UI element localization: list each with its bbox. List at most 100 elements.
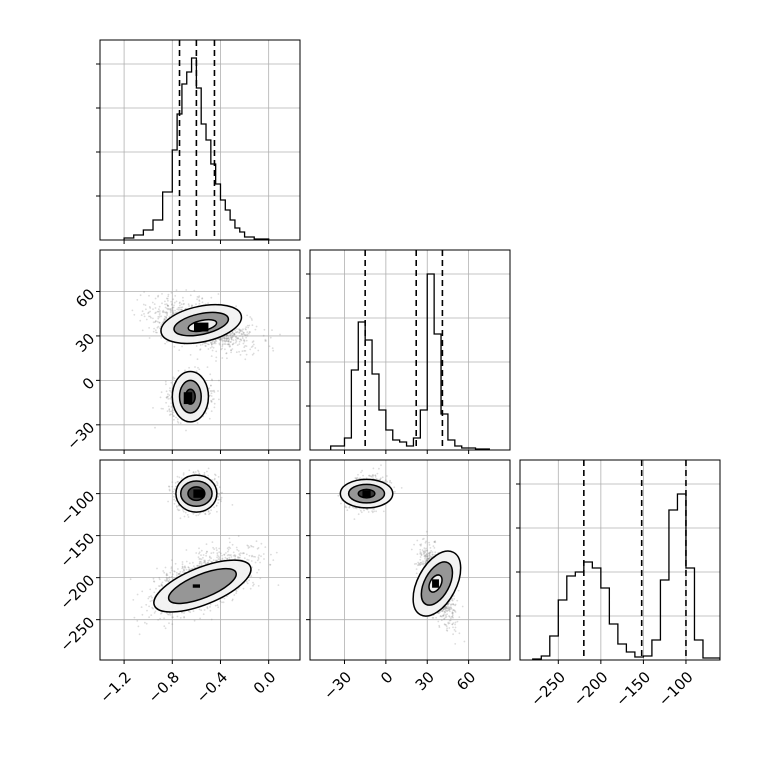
- scatter-0-1-point: [163, 311, 166, 314]
- scatter-0-2-point: [263, 558, 265, 560]
- scatter-0-2-point: [174, 562, 177, 565]
- scatter-0-2-point: [219, 600, 222, 603]
- scatter-0-1-point: [180, 306, 183, 309]
- scatter-0-1-point: [220, 348, 223, 351]
- scatter-0-1-point: [218, 343, 221, 346]
- scatter-0-1-point: [225, 352, 228, 354]
- scatter-0-1-point: [223, 337, 226, 340]
- scatter-0-1-point: [230, 349, 232, 351]
- scatter-0-2-point: [133, 616, 136, 619]
- scatter-0-1-point: [240, 332, 243, 335]
- scatter-0-1-point: [152, 321, 155, 324]
- scatter-0-1-point: [211, 346, 213, 348]
- hist-1-frame: [309, 249, 511, 451]
- scatter-0-1-point: [210, 399, 212, 402]
- scatter-0-1-point: [249, 348, 252, 351]
- scatter-0-2-point: [226, 557, 229, 560]
- scatter-0-2-point: [165, 579, 168, 581]
- scatter-0-1-point: [244, 334, 247, 337]
- scatter-0-1-point: [213, 342, 215, 345]
- scatter-0-1-point: [251, 345, 254, 347]
- scatter-0-1-point: [228, 345, 231, 348]
- scatter-0-2-point: [242, 552, 245, 554]
- hist-0-bar-15: [220, 200, 225, 240]
- scatter-0-2-point: [207, 510, 210, 512]
- scatter-0-2-point: [180, 477, 183, 480]
- scatter-0-1-point: [184, 369, 186, 372]
- scatter-0-2-point: [199, 560, 202, 563]
- scatter-0-2-point: [214, 474, 217, 477]
- scatter-0-2-point: [160, 584, 163, 587]
- scatter-0-2-point: [169, 571, 172, 574]
- scatter-0-1-point: [171, 413, 174, 416]
- scatter-0-2-point: [168, 488, 171, 491]
- scatter-0-1-point: [271, 329, 273, 331]
- scatter-0-1-point: [172, 312, 175, 315]
- scatter-0-2-point: [157, 585, 160, 587]
- scatter-0-2-point: [219, 492, 222, 495]
- scatter-0-2-point: [181, 563, 184, 566]
- scatter-0-1-point: [235, 328, 238, 330]
- scatter-0-2-point: [206, 607, 209, 610]
- scatter-0-2-point: [248, 579, 250, 582]
- scatter-0-1-point: [147, 311, 150, 314]
- scatter-0-1-point: [170, 291, 173, 294]
- scatter-0-2-point: [164, 627, 167, 630]
- hist-2-bar-19: [694, 640, 703, 660]
- scatter-0-1-point: [268, 345, 271, 348]
- scatter-0-2-point: [257, 556, 260, 559]
- scatter-0-1-point: [221, 347, 224, 350]
- scatter-0-2-point: [166, 577, 168, 580]
- scatter-0-1-point: [237, 337, 240, 340]
- scatter-0-1-point: [272, 349, 275, 352]
- scatter-0-2-point: [213, 478, 216, 481]
- scatter-0-1-point: [229, 341, 232, 343]
- scatter-0-2-point: [179, 571, 182, 573]
- scatter-0-1-point: [165, 390, 168, 393]
- scatter-0-1-point: [245, 328, 247, 331]
- scatter-0-1-point: [170, 389, 173, 392]
- scatter-0-1-point: [165, 317, 168, 319]
- scatter-0-2-point: [204, 562, 207, 565]
- hist-1-bar-7: [386, 430, 393, 450]
- scatter-0-2-point: [215, 547, 218, 549]
- scatter-0-1-point: [198, 368, 201, 371]
- scatter-0-1-point: [214, 341, 217, 343]
- scatter-0-1-point: [235, 331, 238, 334]
- scatter-0-1-point: [223, 336, 226, 339]
- scatter-0-1-point: [238, 328, 241, 330]
- scatter-0-2-point: [129, 578, 132, 581]
- scatter-0-1-point: [147, 312, 150, 315]
- scatter-0-1-point: [165, 316, 168, 319]
- scatter-0-2-point: [183, 612, 185, 614]
- scatter-0-2-point: [164, 566, 167, 569]
- scatter-0-2-point: [168, 489, 171, 492]
- scatter-0-1-point: [177, 306, 180, 309]
- scatter-0-2-point: [174, 485, 177, 488]
- scatter-0-2-point: [192, 512, 195, 515]
- scatter-0-1-point: [230, 341, 232, 343]
- scatter-0-1-point: [223, 339, 226, 342]
- scatter-0-1-point: [219, 339, 221, 342]
- scatter-0-1-point: [157, 325, 160, 328]
- scatter-0-2-point: [203, 473, 206, 476]
- scatter-0-1-point: [209, 373, 212, 376]
- scatter-0-2-point: [170, 576, 173, 578]
- scatter-0-1-point: [225, 340, 228, 342]
- scatter-0-1-point: [198, 300, 201, 302]
- scatter-0-1-point: [172, 411, 175, 414]
- scatter-0-2-point: [233, 554, 236, 556]
- scatter-0-1-point: [180, 303, 183, 306]
- scatter-0-1-point: [213, 340, 216, 343]
- scatter-0-2-point: [237, 556, 239, 559]
- scatter-0-1-point: [236, 337, 239, 339]
- scatter-0-1-point: [167, 398, 170, 400]
- scatter-0-2-point: [216, 484, 219, 486]
- scatter-0-2-point: [148, 616, 151, 619]
- scatter-0-2-point: [178, 476, 181, 479]
- scatter-0-1-point: [190, 305, 193, 308]
- scatter-0-1-point: [209, 347, 212, 349]
- scatter-0-2-point: [230, 556, 233, 558]
- scatter-0-1-point: [217, 390, 219, 392]
- scatter-0-2-point: [168, 622, 170, 625]
